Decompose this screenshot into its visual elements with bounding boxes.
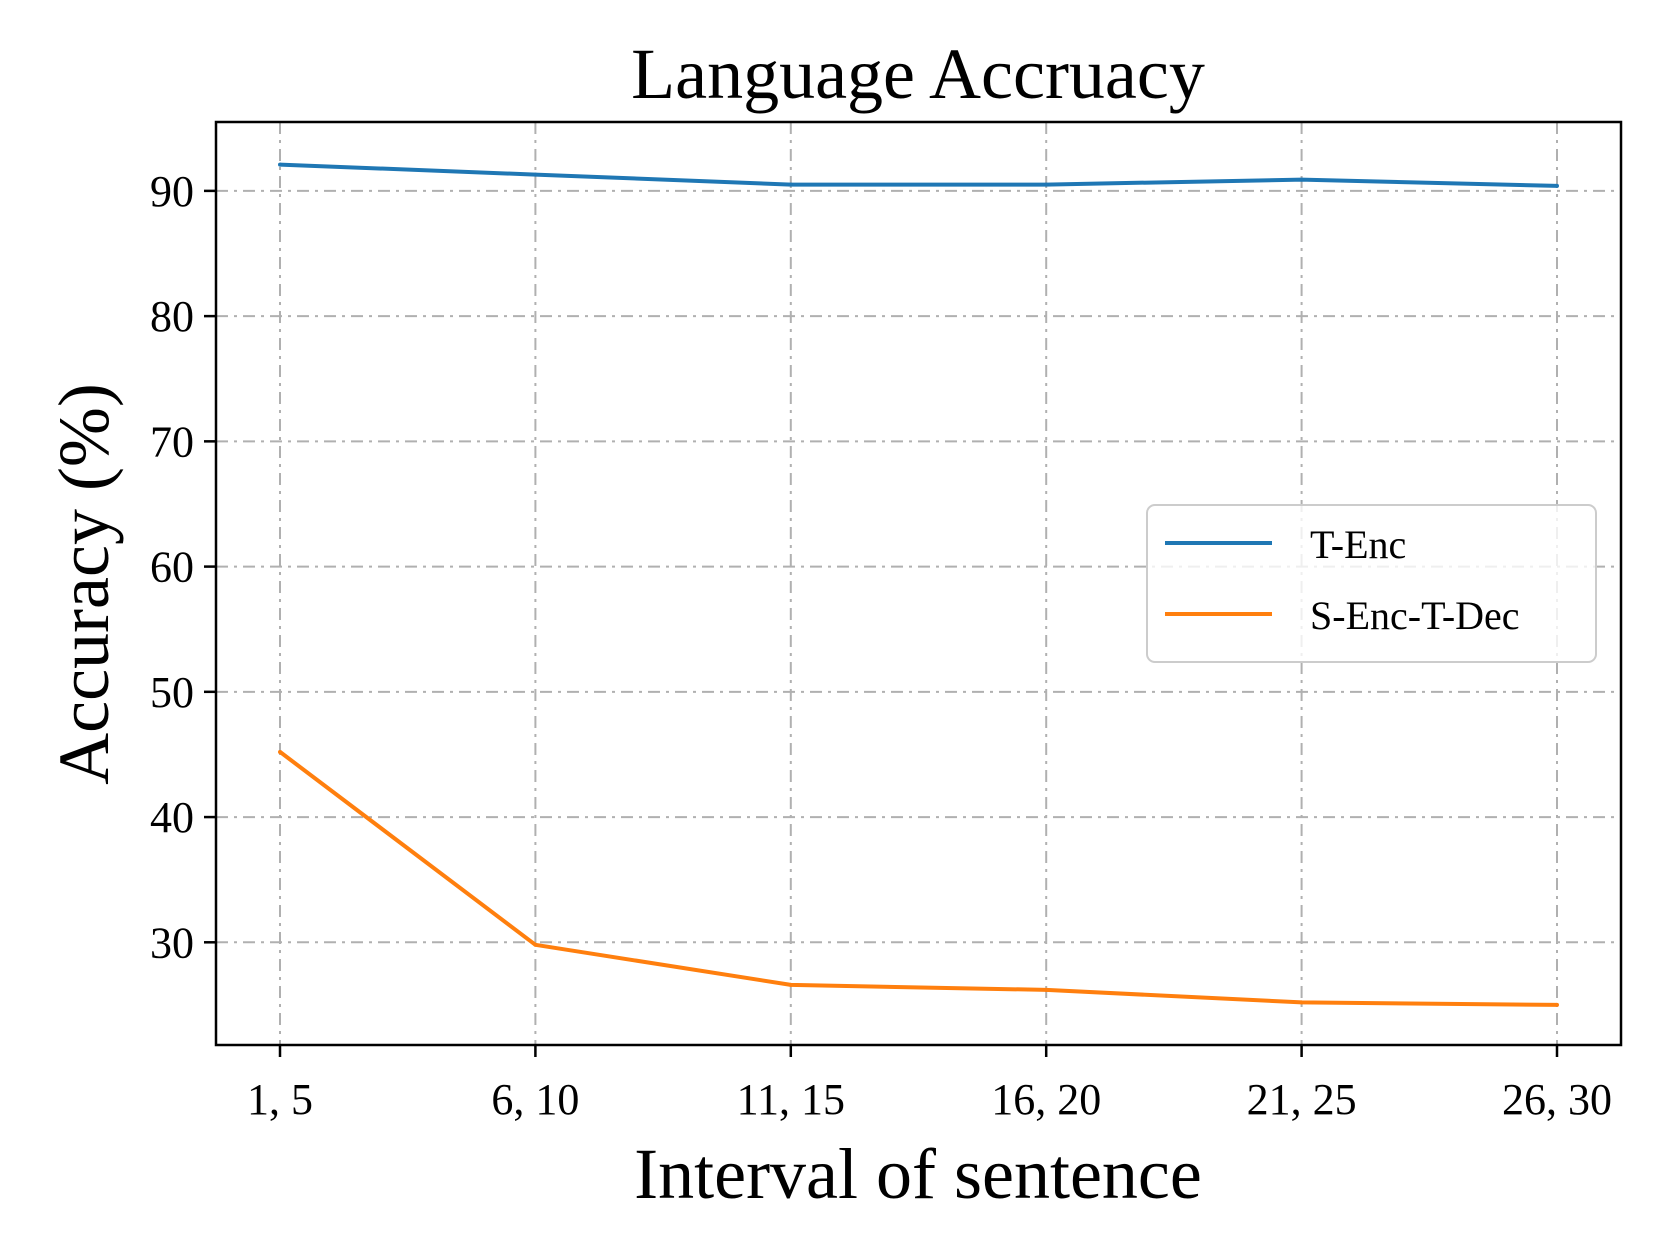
data-point-t-enc-3: [1044, 182, 1049, 187]
data-point-s-enc-t-dec-4: [1299, 1000, 1304, 1005]
y-tick-label-50: 50: [150, 668, 194, 717]
data-point-s-enc-t-dec-3: [1044, 987, 1049, 992]
x-tick-label-26-30: 26, 30: [1502, 1075, 1612, 1124]
y-tick-label-70: 70: [150, 417, 194, 466]
x-axis-ticks: 1, 5 6, 10 11, 15 16, 20 21, 25 26, 30: [247, 1045, 1612, 1124]
y-axis-label: Accuracy (%): [44, 383, 124, 785]
data-point-s-enc-t-dec-0: [278, 749, 282, 754]
legend-label-s-enc-t-dec: S-Enc-T-Dec: [1310, 593, 1520, 638]
legend: T-Enc S-Enc-T-Dec: [1146, 504, 1597, 663]
x-tick-label-16-20: 16, 20: [991, 1075, 1101, 1124]
data-point-t-enc-5: [1555, 183, 1559, 188]
y-tick-label-40: 40: [150, 793, 194, 842]
y-axis-ticks: 30 40 50 60 70 80 90: [150, 167, 216, 967]
y-tick-label-80: 80: [150, 292, 194, 341]
data-point-s-enc-t-dec-2: [788, 982, 793, 987]
series-line-t-enc: [279, 162, 1558, 188]
series-line-s-enc-t-dec: [278, 750, 1558, 1007]
data-point-t-enc-0: [278, 162, 282, 167]
data-point-t-enc-2: [788, 182, 793, 187]
chart-title: Language Accruacy: [631, 34, 1205, 114]
y-tick-label-60: 60: [150, 543, 194, 592]
data-point-s-enc-t-dec-5: [1555, 1002, 1559, 1007]
series-lines: [278, 162, 1559, 1007]
data-point-t-enc-4: [1299, 177, 1304, 182]
data-point-t-enc-1: [533, 172, 538, 177]
x-tick-label-1-5: 1, 5: [247, 1075, 313, 1124]
plot-frame: [214, 120, 1623, 1047]
x-tick-label-6-10: 6, 10: [491, 1075, 579, 1124]
legend-label-t-enc: T-Enc: [1310, 522, 1406, 567]
y-tick-label-90: 90: [150, 167, 194, 216]
y-tick-label-30: 30: [150, 918, 194, 967]
x-axis-label: Interval of sentence: [634, 1134, 1202, 1214]
data-point-s-enc-t-dec-1: [533, 942, 538, 947]
x-tick-label-21-25: 21, 25: [1247, 1075, 1357, 1124]
x-tick-label-11-15: 11, 15: [737, 1075, 845, 1124]
gridlines: [216, 122, 1621, 1045]
